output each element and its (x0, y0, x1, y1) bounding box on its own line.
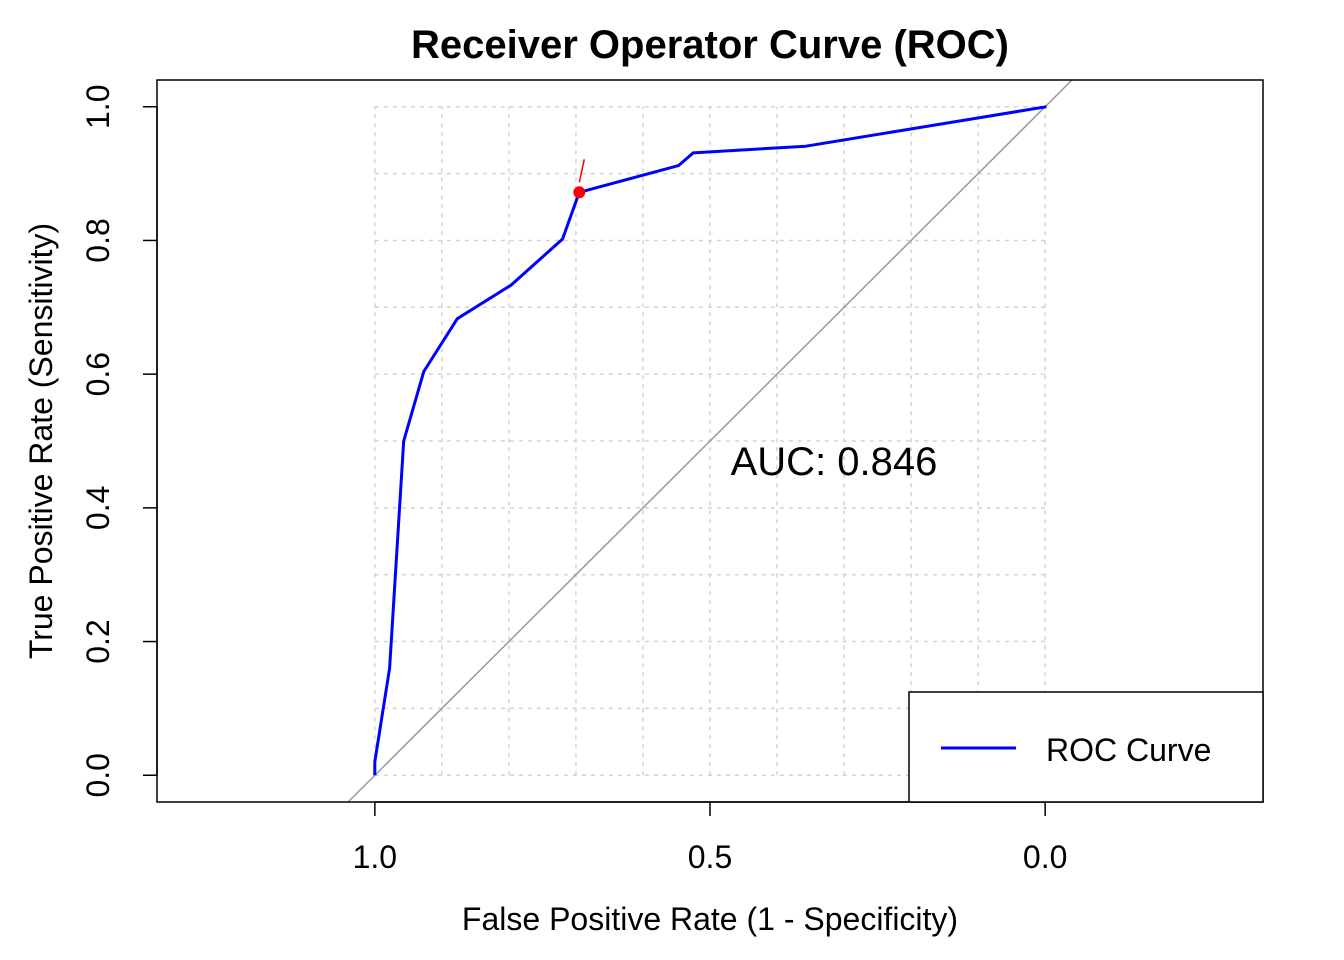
series-layer (373, 105, 1047, 776)
reference-diagonal (347, 79, 1073, 803)
y-tick-label-4: 0.8 (80, 218, 116, 262)
x-axis-label: False Positive Rate (1 - Specificity) (462, 901, 958, 937)
x-tick-label-1: 0.5 (688, 839, 732, 875)
roc-curve-line-0 (373, 105, 1047, 776)
auc-annotation: AUC: 0.846 (731, 440, 938, 484)
y-tick-label-1: 0.2 (80, 619, 116, 663)
legend-label: ROC Curve (1046, 732, 1211, 768)
x-axis: 1.0 0.5 0.0 (353, 801, 1067, 875)
grid-lines (374, 105, 1046, 777)
y-axis-label: True Positive Rate (Sensitivity) (23, 223, 59, 659)
threshold-point (573, 186, 586, 199)
y-tick-label-5: 1.0 (80, 84, 116, 128)
threshold-tick (578, 159, 586, 183)
threshold-layer (573, 159, 586, 199)
x-tick-label-2: 0.0 (1023, 839, 1067, 875)
y-axis: 0.0 0.2 0.4 0.6 0.8 1.0 (80, 84, 158, 798)
y-tick-label-0: 0.0 (80, 753, 116, 797)
x-tick-label-0: 1.0 (353, 839, 397, 875)
y-tick-label-3: 0.6 (80, 352, 116, 396)
chart-title: Receiver Operator Curve (ROC) (411, 23, 1009, 67)
legend: ROC Curve (908, 691, 1264, 803)
diagonal-line (347, 79, 1073, 803)
y-tick-label-2: 0.4 (80, 486, 116, 530)
